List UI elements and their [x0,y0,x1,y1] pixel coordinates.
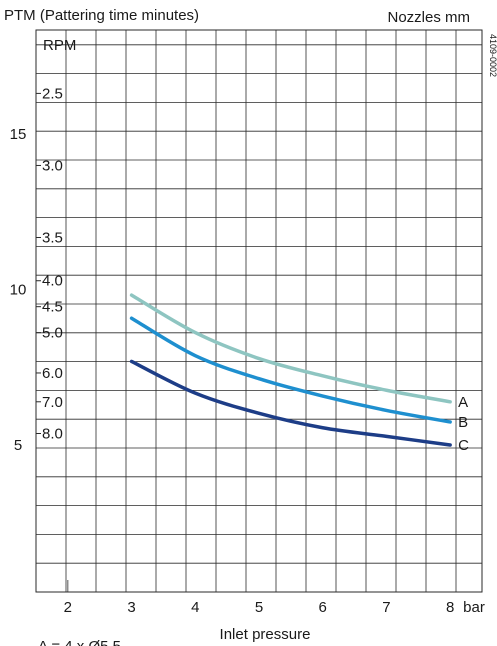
x-tick-label: 7 [382,599,390,616]
x-tick-label: 3 [127,599,135,616]
figure-code: 4109-0002 [488,34,497,77]
x-axis-label: Inlet pressure [220,626,311,643]
ptm-tick-label: 15 [10,126,27,143]
x-tick-label: 5 [255,599,263,616]
rpm-tick-label: 5.0 [42,325,63,342]
rpm-tick-label: 4.5 [42,299,63,316]
legend-note: A = 4 x Ø5.5 [38,638,121,646]
ptm-tick-label: 5 [14,437,22,454]
x-tick-label: 2 [64,599,72,616]
rpm-tick-label: 7.0 [42,394,63,411]
x-tick-label: 8 [446,599,454,616]
plot-frame [35,29,483,593]
grid [35,29,483,593]
series-line-a [129,293,452,404]
rpm-tick-label: 4.0 [42,273,63,290]
rpm-tick-label: 2.5 [42,85,63,102]
x-tick-label: 4 [191,599,199,616]
series-label-a: A [458,394,468,411]
rpm-axis-label: RPM [43,37,76,54]
series-label-c: C [458,437,469,454]
x-unit-label: bar [463,599,485,616]
x-tick-label: 6 [319,599,327,616]
series-group [129,293,452,447]
rpm-tick-label: 3.0 [42,157,63,174]
series-line-b [129,316,452,424]
series-line-c [129,359,452,447]
ptm-tick-label: 10 [10,281,27,298]
chart-title-right: Nozzles mm [387,9,470,26]
rpm-tick-label: 3.5 [42,230,63,247]
series-label-b: B [458,414,468,431]
rpm-tick-label: 8.0 [42,425,63,442]
rpm-tick-label: 6.0 [42,365,63,382]
chart-title-left: PTM (Pattering time minutes) [4,7,199,24]
